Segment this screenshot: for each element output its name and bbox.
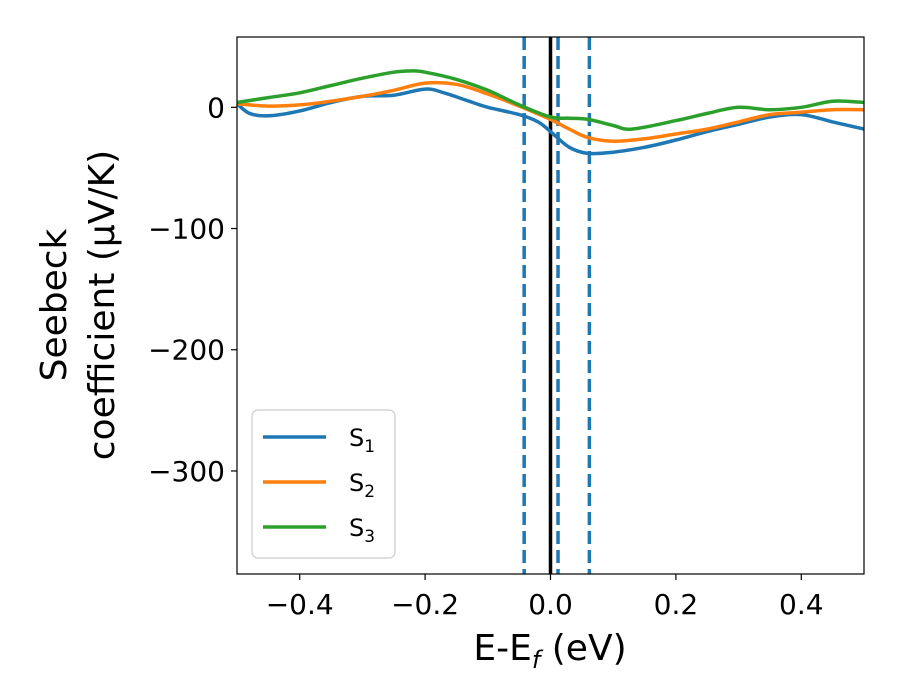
- x-axis-ticks: −0.4 −0.2 0.0 0.2 0.4: [266, 574, 824, 621]
- legend-frame: [251, 409, 396, 559]
- y-tick-label: −300: [148, 455, 225, 488]
- legend: S1 S2 S3: [251, 409, 396, 559]
- legend-label-s1: S1: [349, 424, 375, 457]
- y-axis-title: Seebeck coefficient (μV/K): [34, 150, 123, 460]
- x-axis-title: E-Ef (eV): [473, 628, 626, 674]
- legend-label-s2: S2: [349, 469, 375, 502]
- x-tick-label: 0.0: [528, 588, 573, 621]
- series-lines: [235, 69, 865, 156]
- x-tick-label: 0.4: [779, 588, 824, 621]
- y-tick-label: −100: [148, 213, 225, 246]
- series-line-s2: [236, 80, 865, 143]
- y-tick-label: −200: [148, 334, 225, 367]
- y-tick-label: 0: [207, 91, 225, 124]
- y-axis-ticks: 0 −100 −200 −300: [148, 91, 237, 488]
- legend-label-s3: S3: [349, 514, 375, 547]
- series-line-s3: [236, 69, 865, 131]
- x-axis-title-main: E-E: [473, 628, 531, 669]
- x-axis-title-tail: (eV): [540, 628, 626, 669]
- y-axis-title-line2: coefficient (μV/K): [82, 150, 123, 460]
- vertical-reference-lines: [522, 37, 592, 574]
- x-tick-label: 0.2: [654, 588, 699, 621]
- y-axis-title-line1: Seebeck: [34, 228, 75, 381]
- x-tick-label: −0.2: [391, 588, 459, 621]
- x-tick-label: −0.4: [266, 588, 334, 621]
